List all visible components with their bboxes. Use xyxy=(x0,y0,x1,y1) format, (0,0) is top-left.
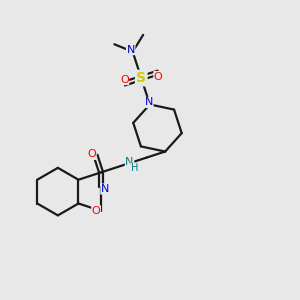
Text: N: N xyxy=(127,45,135,55)
Text: O: O xyxy=(87,149,96,159)
Text: O: O xyxy=(154,71,163,82)
Text: O: O xyxy=(120,75,129,85)
Text: S: S xyxy=(136,71,146,85)
Text: H: H xyxy=(131,164,138,173)
Text: N: N xyxy=(101,184,109,194)
Text: N: N xyxy=(145,98,153,107)
Text: O: O xyxy=(92,206,100,216)
Text: N: N xyxy=(125,158,134,167)
